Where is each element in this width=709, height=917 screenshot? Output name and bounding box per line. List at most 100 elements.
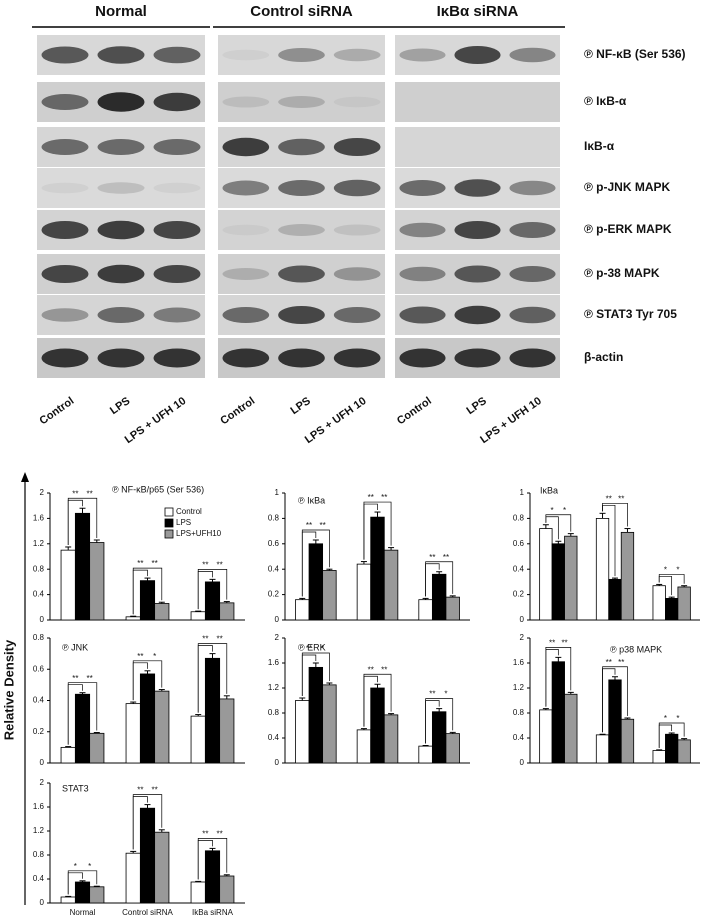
blot-band	[97, 46, 145, 64]
bar	[431, 573, 447, 621]
sig-bracket	[301, 529, 330, 597]
blot-band	[153, 92, 201, 112]
y-tick-label: 0	[275, 615, 280, 624]
sig-mark: **	[381, 493, 387, 502]
blot-band	[97, 92, 145, 112]
y-tick-label: 1.6	[33, 514, 45, 523]
blot-band	[222, 268, 270, 280]
sig-mark: **	[618, 658, 624, 667]
sig-mark: *	[664, 714, 667, 723]
bar	[322, 684, 337, 764]
y-tick-label: 0.4	[33, 590, 45, 599]
bar	[295, 700, 310, 764]
y-tick-label: 0.4	[268, 564, 280, 573]
sig-mark: *	[321, 644, 324, 653]
sig-mark: **	[72, 489, 78, 498]
blot-band	[153, 182, 201, 194]
bar	[445, 733, 460, 764]
chart-title: ℗ p38 MAPK	[610, 644, 662, 654]
blot-band	[399, 48, 446, 62]
sig-mark: **	[306, 644, 312, 653]
bar	[431, 711, 447, 764]
y-tick-label: 0.6	[268, 539, 280, 548]
chart-title: ℗ JNK	[62, 642, 88, 652]
sig-mark: *	[153, 652, 156, 661]
row-label: ℗ NF-κB (Ser 536)	[584, 47, 686, 61]
sig-mark: **	[202, 635, 208, 644]
blot-band	[399, 266, 446, 282]
y-tick-label: 1.2	[33, 826, 45, 835]
y-tick-label: 1	[520, 488, 525, 497]
x-tick-label: IkBa siRNA	[192, 908, 234, 917]
blot-band	[153, 46, 201, 64]
sig-bracket	[197, 838, 228, 880]
blot-band	[509, 306, 556, 324]
y-tick-label: 1.2	[33, 539, 45, 548]
bar	[620, 718, 635, 764]
blot-band	[509, 47, 556, 63]
bar	[539, 709, 553, 764]
blot-band	[222, 307, 270, 323]
blot-band	[333, 224, 381, 236]
sig-mark: *	[74, 862, 77, 871]
chart-title: ℗ NF-κB/p65 (Ser 536)	[112, 484, 204, 494]
y-tick-label: 1.6	[33, 802, 45, 811]
blot-strip	[218, 82, 385, 122]
bar	[677, 586, 691, 621]
blot-strip	[395, 82, 560, 122]
blot-band	[333, 267, 381, 281]
blot-band	[222, 49, 270, 61]
sig-bracket	[425, 698, 454, 744]
y-tick-label: 0.8	[513, 708, 525, 717]
blot-band	[278, 96, 325, 108]
bar	[60, 549, 76, 621]
arrow-head	[21, 472, 29, 482]
sig-mark: *	[88, 862, 91, 871]
sig-bracket	[425, 561, 454, 597]
y-tick-label: 0	[520, 758, 525, 767]
row-label: ℗ p-JNK MAPK	[584, 180, 671, 194]
y-tick-label: 0.4	[268, 733, 280, 742]
row-label: β-actin	[584, 350, 623, 364]
blot-band	[41, 46, 89, 64]
blot-band	[454, 221, 501, 239]
lane-label: Control	[37, 395, 76, 427]
bar	[677, 739, 691, 764]
sig-mark: **	[217, 635, 223, 644]
blot-band	[222, 348, 270, 368]
lane-label: LPS + UFH 10	[478, 395, 544, 446]
bar	[125, 616, 141, 621]
y-axis-label: Relative Density	[1, 639, 16, 740]
bar	[204, 850, 221, 904]
y-tick-label: 0	[40, 615, 45, 624]
blot-band	[399, 306, 446, 324]
lane-label: Control	[218, 395, 257, 427]
sig-bracket	[132, 660, 163, 701]
sig-mark: **	[549, 638, 555, 647]
sig-mark: *	[551, 506, 554, 515]
y-tick-label: 0.8	[268, 514, 280, 523]
sig-mark: **	[429, 690, 435, 699]
blot-strip	[218, 210, 385, 250]
sig-mark: **	[87, 489, 93, 498]
blot-band	[41, 221, 89, 239]
sig-mark: **	[561, 638, 567, 647]
group-label: Normal	[95, 3, 147, 20]
sig-mark: **	[202, 830, 208, 839]
blot-band	[399, 222, 446, 238]
bar	[204, 657, 221, 764]
blot-band	[153, 221, 201, 239]
blot-band	[509, 222, 556, 238]
blot-band	[97, 348, 145, 368]
sig-mark: **	[368, 665, 374, 674]
sig-bracket	[602, 502, 628, 527]
sig-bracket	[67, 870, 98, 895]
sig-bracket	[545, 647, 572, 707]
y-tick-label: 0	[520, 615, 525, 624]
blot-band	[153, 265, 201, 283]
legend-label: LPS	[176, 518, 191, 527]
bar	[139, 807, 156, 904]
blot-band	[278, 306, 325, 324]
bar	[445, 596, 460, 621]
y-tick-label: 0.8	[268, 708, 280, 717]
